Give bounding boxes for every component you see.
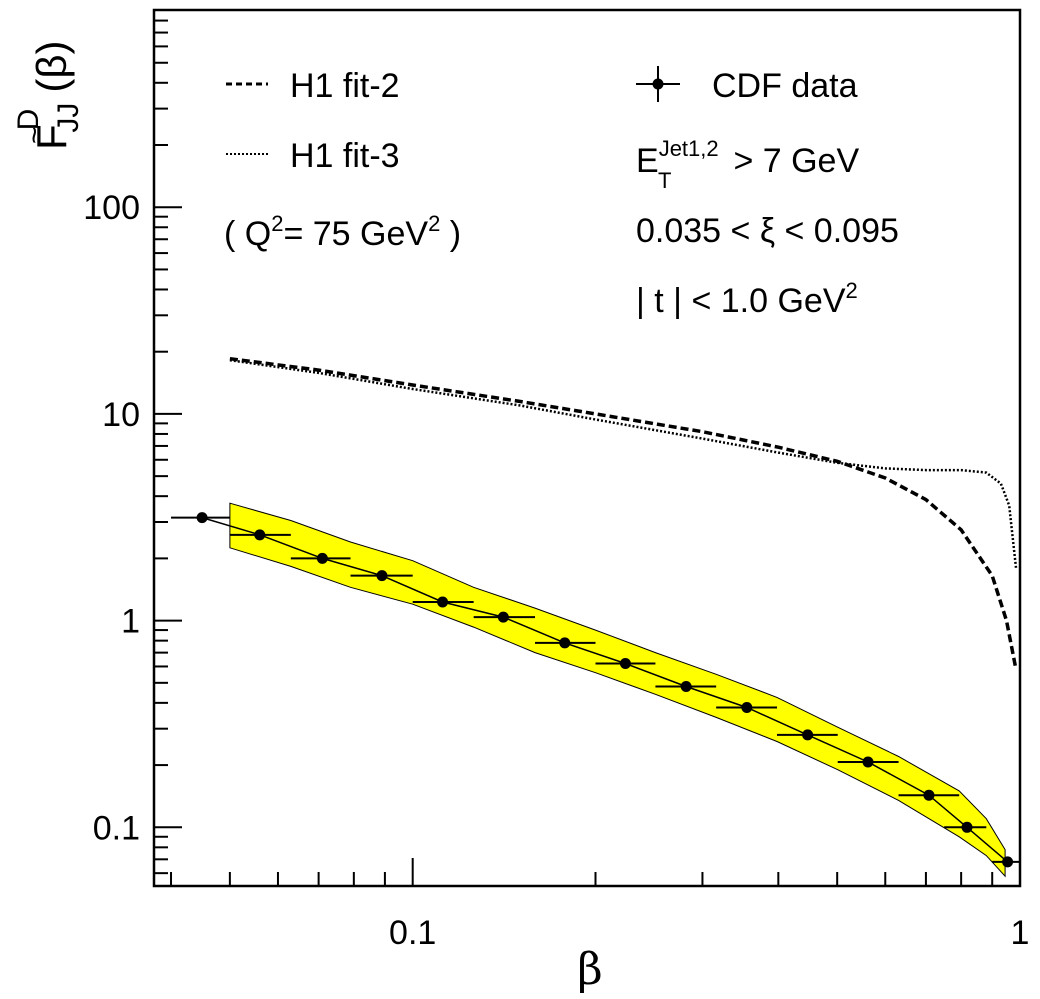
legend-t-text: | t | < 1.0 GeV2 [636,278,858,320]
data-point-6 [559,637,571,649]
data-point-12 [923,789,935,801]
uncertainty-band [229,502,1006,878]
x-axis-label: β [577,944,602,995]
data-point-10 [802,729,814,741]
x-tick-label-1: 1 [1011,914,1030,952]
legend-xi-text: 0.035 < ξ < 0.095 [636,212,899,250]
data-point-8 [680,680,692,692]
y-tick-label-2: 10 [102,396,140,434]
data-point-9 [741,701,753,713]
y-tick-label-3: 100 [83,189,140,227]
y-label-tilde: ~ [18,126,51,144]
tick-labels-layer: 0.1 1 0.1 1 10 100 [83,189,1029,952]
y-label-arg: (β) [28,41,75,93]
series-line-h1-fit-2 [229,356,1018,670]
axis-ticks-layer [154,9,1021,886]
legend-cdf-label: CDF data [712,67,858,105]
legend-fit2-label: H1 fit-2 [290,67,400,105]
data-point-5 [497,611,509,623]
legend-et-text: EJet1,2 T > 7 GeV [636,136,859,193]
uncertainty-band-layer [229,502,1006,878]
data-point-14 [1002,856,1014,868]
data-point-11 [862,756,874,768]
data-point-7 [619,658,631,670]
legend-q2-text: ( Q2= 75 GeV2 ) [224,211,461,253]
plot-frame [152,8,1022,888]
data-point-2 [316,552,328,564]
y-label-f: F [28,124,75,150]
x-tick-label-0: 0.1 [389,914,436,952]
y-label-sub: JJ [52,103,85,133]
y-label-sup: D [12,109,45,131]
y-axis-label: FD JJ (β) ~ [12,41,85,150]
legend-fit3-label: H1 fit-3 [290,137,400,175]
legend-cdf-marker [652,78,664,90]
y-tick-label-0: 0.1 [93,809,140,847]
data-point-4 [437,596,449,608]
y-axis-label-main: FD JJ (β) [12,41,85,150]
data-point-3 [376,570,388,582]
data-points-layer [171,512,1020,868]
data-point-0 [196,512,208,524]
data-point-1 [254,529,266,541]
y-tick-label-1: 1 [121,603,140,641]
data-point-13 [961,821,973,833]
series-line-h1-fit-3 [229,358,1018,568]
